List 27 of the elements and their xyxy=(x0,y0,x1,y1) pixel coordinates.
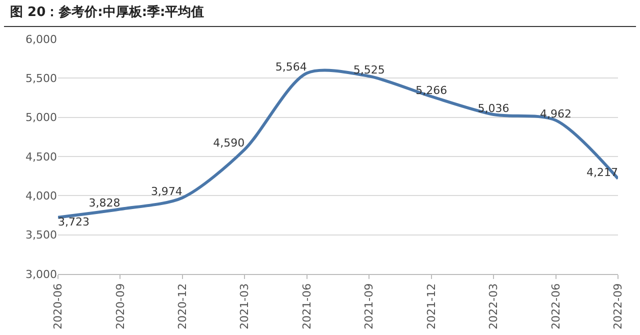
x-tick-label: 2020-09 xyxy=(114,283,127,330)
x-tick-label: 2022-09 xyxy=(612,283,625,330)
data-label: 3,723 xyxy=(58,216,90,229)
data-label: 5,564 xyxy=(275,60,307,74)
data-label: 4,962 xyxy=(540,108,572,121)
y-tick-label: 3,500 xyxy=(26,228,57,242)
y-tick-label: 6,000 xyxy=(26,32,57,46)
x-tick-label: 2020-06 xyxy=(52,283,65,330)
data-label: 5,525 xyxy=(353,63,385,76)
x-tick-label: 2021-06 xyxy=(300,283,314,330)
chart-title: 图 20：参考价:中厚板:季:平均值 xyxy=(4,0,636,27)
y-tick-label: 3,000 xyxy=(26,268,57,281)
data-label: 5,036 xyxy=(478,102,510,115)
y-tick-label: 5,500 xyxy=(26,72,57,86)
y-tick-label: 5,000 xyxy=(26,111,57,124)
y-tick-label: 4,500 xyxy=(26,150,57,164)
data-label: 3,828 xyxy=(88,196,120,210)
data-label: 5,266 xyxy=(416,84,448,97)
data-label: 4,590 xyxy=(213,136,245,150)
x-tick-label: 2021-09 xyxy=(362,283,376,330)
x-tick-label: 2022-06 xyxy=(549,283,562,330)
y-tick-label: 4,000 xyxy=(26,190,57,203)
data-label: 3,974 xyxy=(150,184,182,198)
x-tick-label: 2021-12 xyxy=(424,283,438,330)
x-tick-label: 2020-12 xyxy=(176,283,190,330)
x-tick-label: 2021-03 xyxy=(238,283,252,330)
x-tick-label: 2022-03 xyxy=(487,283,500,330)
